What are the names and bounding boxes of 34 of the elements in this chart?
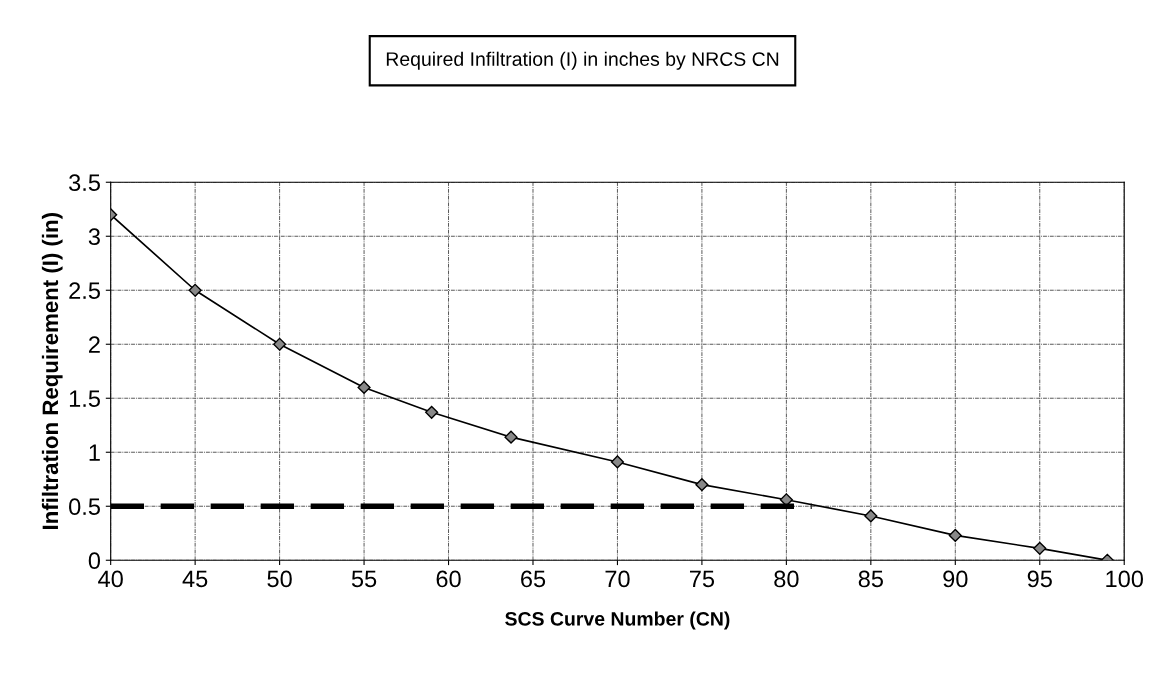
x-tick-label: 60 [436,570,461,588]
point [610,455,625,469]
x-tick-label: 50 [267,570,292,588]
point [1033,541,1047,555]
y-axis-title: Infiltration Requirement (I) (in) [41,213,63,529]
y-tick-label: 2.5 [69,282,100,300]
x-tick-label: 65 [521,570,546,588]
point [948,528,962,542]
x-tick-label: 100 [1106,570,1143,588]
point [695,478,709,492]
point [273,337,287,351]
chart-title: Required Infiltration (I) in inches by NRCS CN [386,51,779,70]
point [188,283,202,297]
y-tick-label: 0.5 [69,498,100,516]
point [864,509,878,523]
x-tick-label: 40 [98,570,123,588]
x-tick-label: 55 [351,570,377,588]
x-tick-label: 75 [689,570,715,588]
y-tick-label: 2 [89,336,100,353]
x-tick-label: 70 [605,570,630,588]
x-tick-label: 45 [182,570,208,588]
x-tick-label: 80 [774,570,799,588]
y-tick-label: 0 [88,552,101,570]
y-tick-label: 1 [89,444,100,461]
point [504,430,518,444]
y-tick-label: 3.5 [69,174,100,192]
point [425,405,439,419]
point [357,380,371,395]
x-tick-label: 85 [858,570,883,588]
x-tick-label: 95 [1027,570,1052,588]
y-tick-label: 1.5 [69,390,100,408]
x-axis-title: SCS Curve Number (CN) [505,611,730,630]
y-tick-label: 3 [88,228,100,246]
x-tick-label: 90 [943,570,968,588]
